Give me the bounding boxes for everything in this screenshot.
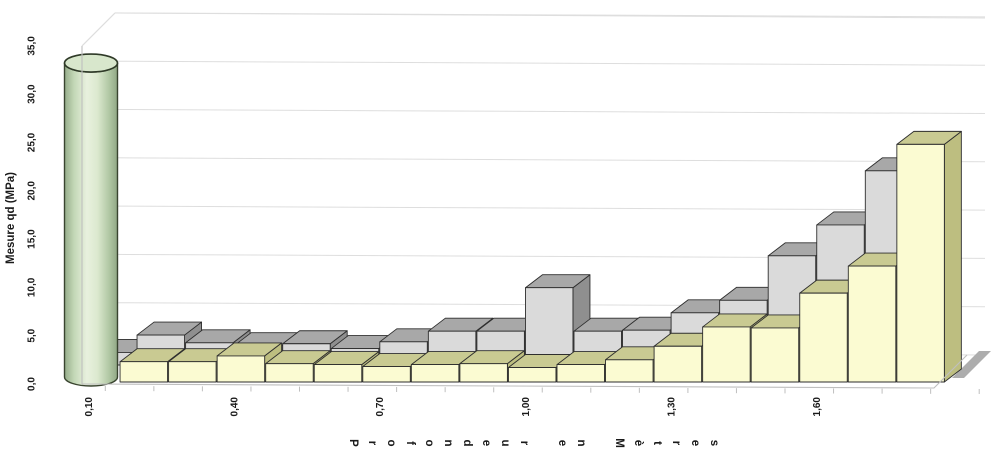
- bar-front-1,70-front: [847, 265, 897, 383]
- cylinder-body: [63, 62, 119, 387]
- y-tick-label: 0,0: [27, 377, 38, 391]
- y-tick-label: 25,0: [27, 132, 38, 152]
- bar-front-0,70-front: [362, 366, 411, 383]
- y-tick-label: 35,0: [27, 36, 38, 56]
- gridline-back: [114, 157, 986, 163]
- x-axis-title-char: d: [461, 439, 473, 446]
- bar-front-1,80-side: [943, 130, 962, 383]
- gridline-back: [114, 109, 986, 114]
- x-axis-title-char: o: [385, 439, 397, 446]
- bar-front-0,50-front: [265, 363, 314, 383]
- gridline-back: [114, 60, 986, 66]
- bar-front-1,40-front: [702, 326, 751, 383]
- axis-labels-layer: Mesure qd (MPa) 0,0 5,0 10,0 15,0 20,0 25,0 30…: [5, 36, 823, 448]
- bar-front-0,40-front: [216, 355, 266, 383]
- bar-front-1,80-front: [896, 143, 945, 383]
- x-axis-title-char: r: [670, 441, 682, 446]
- bar-front-1,60-front: [799, 292, 848, 383]
- x-axis-title-char: s: [708, 440, 720, 446]
- x-axis-title-char: n: [442, 439, 454, 446]
- axis-lines-ticks: [81, 46, 980, 394]
- gridline-back: [114, 12, 986, 18]
- y-tick-label: 15,0: [27, 229, 38, 249]
- bars-layer: [63, 53, 962, 387]
- bar-front-1,20-front: [605, 359, 654, 383]
- x-tick-label: 0,70: [375, 397, 386, 417]
- x-axis-title-char: r: [518, 441, 530, 446]
- bar-front-0,90-front: [459, 363, 508, 383]
- x-axis-title-char: e: [556, 440, 568, 446]
- x-tick-label: 1,00: [521, 397, 532, 417]
- x-tick-label: 1,30: [666, 397, 677, 417]
- gridline-leftwall: [81, 12, 116, 47]
- x-axis-title-char: e: [689, 440, 701, 446]
- y-tick-label: 20,0: [27, 181, 38, 201]
- bar-front-1,30-front: [653, 345, 703, 383]
- x-axis-title-char: o: [423, 439, 435, 446]
- bar-front-1,10-front: [556, 364, 605, 383]
- x-tick-label: 0,10: [84, 397, 95, 417]
- x-axis-title-char: f: [404, 441, 416, 445]
- bar-front-0,60-front: [313, 364, 363, 383]
- y-tick-label: 10,0: [27, 277, 38, 297]
- x-axis-title-char: u: [499, 439, 511, 446]
- x-axis-title-char: M: [613, 438, 625, 448]
- bar-front-1,00-front: [508, 367, 557, 383]
- x-axis-title-char: P: [347, 439, 359, 447]
- gridline-back: [114, 205, 986, 211]
- x-axis-title-char: t: [651, 441, 663, 445]
- bar-front-0,20-front: [119, 361, 169, 383]
- bar-front-0,30-front: [168, 361, 217, 383]
- y-tick-label: 5,0: [27, 328, 38, 342]
- category-axis-line: [81, 354, 968, 389]
- bar-front-0,80-front: [410, 364, 460, 383]
- x-axis-title-char: è: [632, 440, 644, 446]
- x-tick-label: 0,40: [229, 397, 240, 417]
- bar-back-1,00-front: [525, 287, 574, 366]
- x-axis-title-char: e: [480, 440, 492, 446]
- bar-front-1,50-front: [750, 327, 800, 383]
- y-axis-title: Mesure qd (MPa): [5, 172, 17, 264]
- floor-corner: [952, 351, 991, 378]
- x-axis-title-char: r: [366, 441, 378, 446]
- x-axis-title-char: n: [575, 439, 587, 446]
- x-tick-label: 1,60: [812, 397, 823, 417]
- y-tick-label: 30,0: [27, 84, 38, 104]
- cylinder-cap: [63, 53, 119, 73]
